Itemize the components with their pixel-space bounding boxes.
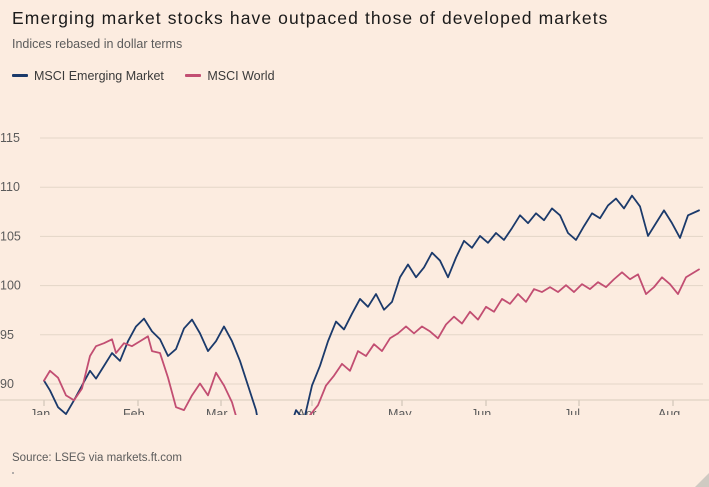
svg-text:95: 95 [0, 328, 14, 342]
svg-text:100: 100 [0, 279, 21, 293]
svg-text:Jan: Jan [30, 407, 50, 415]
svg-text:Mar: Mar [206, 407, 228, 415]
svg-text:Feb: Feb [123, 407, 145, 415]
svg-text:May: May [388, 407, 412, 415]
svg-text:Aug: Aug [658, 407, 680, 415]
svg-text:115: 115 [0, 131, 20, 145]
svg-text:90: 90 [0, 377, 14, 391]
svg-text:Jun: Jun [471, 407, 491, 415]
svg-text:105: 105 [0, 229, 21, 243]
svg-text:Jul: Jul [564, 407, 580, 415]
svg-text:110: 110 [0, 180, 20, 194]
